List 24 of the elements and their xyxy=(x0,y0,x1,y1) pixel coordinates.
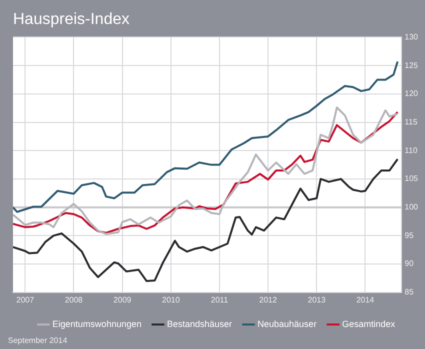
y-tick-label: 90 xyxy=(404,259,414,268)
x-tick-label: 2010 xyxy=(162,295,180,304)
y-tick-label: 130 xyxy=(404,32,419,42)
y-tick-label: 95 xyxy=(404,230,414,240)
x-tick-label: 2011 xyxy=(210,295,229,304)
y-tick-label: 125 xyxy=(404,60,419,70)
y-tick-label: 105 xyxy=(404,174,419,184)
y-tick-label: 110 xyxy=(404,146,418,155)
chart-title: Hauspreis-Index xyxy=(13,11,130,28)
legend-label: Eigentumswohnungen xyxy=(52,318,142,329)
legend-label: Gesamtindex xyxy=(342,318,396,329)
x-tick-label: 2008 xyxy=(64,295,84,304)
y-tick-label: 100 xyxy=(404,202,419,212)
x-tick-label: 2013 xyxy=(308,295,326,304)
x-tick-label: 2009 xyxy=(113,295,132,304)
legend-label: Bestandshäuser xyxy=(166,318,232,329)
y-tick-label: 120 xyxy=(404,89,419,98)
x-tick-label: 2007 xyxy=(16,295,35,304)
legend-label: Neubauhäuser xyxy=(258,318,317,329)
x-tick-label: 2012 xyxy=(259,295,278,304)
y-tick-label: 115 xyxy=(404,117,418,126)
x-tick-label: 2014 xyxy=(356,295,375,304)
y-tick-label: 85 xyxy=(404,288,414,297)
text: September 2014 xyxy=(8,336,68,346)
